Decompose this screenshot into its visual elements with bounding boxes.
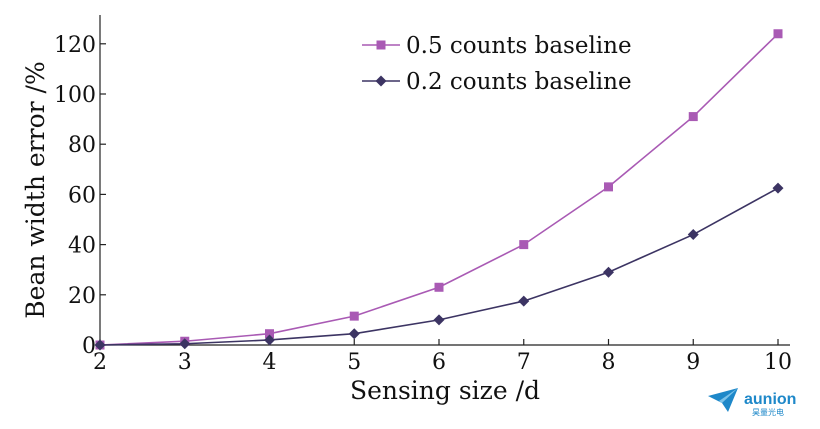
- x-tick-label: 5: [347, 350, 361, 375]
- data-point: [518, 295, 530, 307]
- aunion-logo: aunion 昊量光电: [708, 388, 796, 417]
- legend: 0.5 counts baseline 0.2 counts baseline: [362, 33, 632, 95]
- x-tick-label: 6: [432, 350, 446, 375]
- x-tick-label: 9: [686, 350, 700, 375]
- data-point: [94, 339, 106, 351]
- y-axis-title: Bean width error /%: [21, 61, 50, 318]
- x-axis-ticks: 2 3 4 5 6 7 8 9 10: [93, 339, 792, 375]
- data-point: [179, 338, 191, 350]
- data-point: [434, 282, 444, 292]
- x-tick-label: 2: [93, 350, 107, 375]
- data-point: [349, 311, 359, 321]
- legend-label: 0.2 counts baseline: [406, 69, 632, 95]
- data-point: [604, 182, 613, 192]
- data-point: [773, 29, 783, 39]
- x-tick-label: 7: [517, 350, 531, 375]
- legend-item: 0.2 counts baseline: [362, 69, 632, 95]
- logo-sub-text: 昊量光电: [752, 407, 784, 417]
- x-tick-label: 10: [764, 350, 792, 375]
- x-tick-label: 3: [178, 350, 192, 375]
- y-tick-label: 20: [68, 284, 96, 309]
- series-2: [94, 182, 784, 351]
- y-tick-label: 100: [54, 83, 96, 108]
- legend-item: 0.5 counts baseline: [362, 33, 632, 59]
- legend-marker: [376, 40, 386, 50]
- data-point: [433, 314, 445, 326]
- data-point: [603, 266, 614, 278]
- x-axis-title: Sensing size /d: [350, 376, 540, 405]
- legend-marker: [375, 75, 387, 87]
- data-point: [264, 334, 275, 346]
- data-point: [519, 240, 529, 250]
- logo-brand-text: aunion: [744, 391, 796, 408]
- x-tick-label: 8: [602, 350, 616, 375]
- data-point: [688, 112, 698, 122]
- series-layer: [94, 29, 784, 351]
- data-point: [772, 182, 784, 194]
- y-tick-label: 120: [54, 33, 96, 58]
- data-point: [687, 229, 699, 241]
- y-tick-label: 80: [68, 133, 96, 158]
- y-axis-ticks: 0 20 40 60 80 100 120: [54, 33, 106, 359]
- x-tick-label: 4: [263, 350, 277, 375]
- data-point: [265, 329, 274, 339]
- y-tick-label: 60: [68, 183, 96, 208]
- legend-label: 0.5 counts baseline: [406, 33, 632, 59]
- y-tick-label: 40: [68, 234, 96, 259]
- data-point: [348, 328, 360, 340]
- y-tick-label: 0: [82, 334, 96, 359]
